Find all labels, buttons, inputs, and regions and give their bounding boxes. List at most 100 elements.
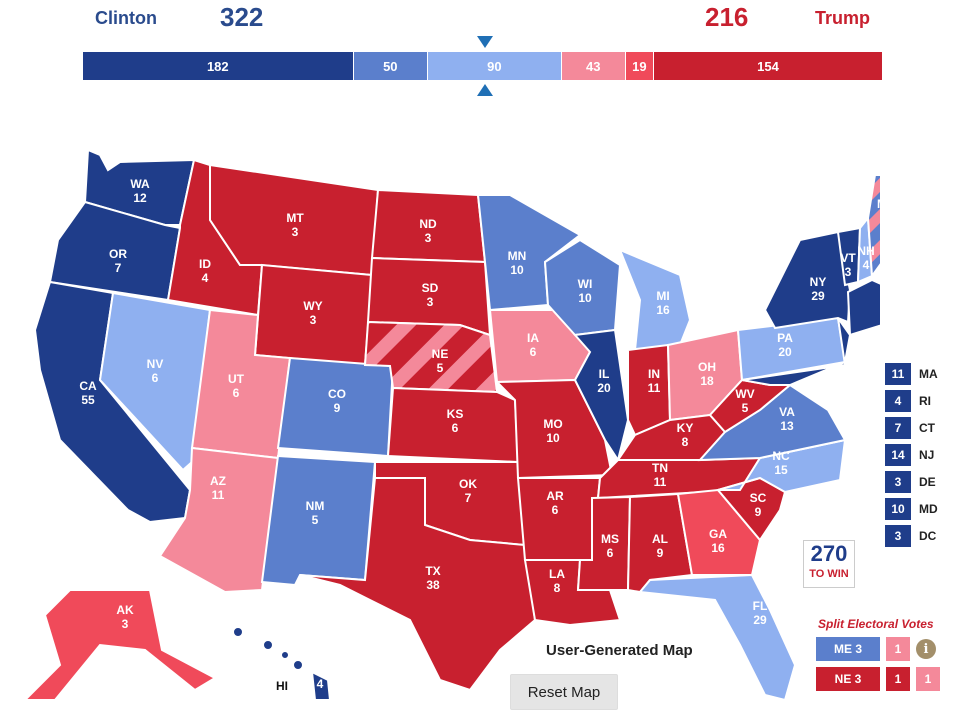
state-label-ev: 6 bbox=[233, 386, 240, 400]
state-label-abbr: CA bbox=[79, 379, 97, 393]
electoral-vote-bar: 182 50 90 43 19 154 bbox=[83, 52, 883, 80]
state-label-ev: 6 bbox=[452, 421, 459, 435]
us-electoral-map: WA12OR7CA55NV6ID4MT3WY3UT6AZ11CO9NM5ND3S… bbox=[22, 148, 880, 702]
state-nm[interactable] bbox=[260, 454, 377, 587]
state-ny[interactable] bbox=[763, 230, 852, 330]
state-ga[interactable] bbox=[676, 488, 762, 576]
state-label-abbr: AK bbox=[116, 603, 134, 617]
state-label-abbr: KS bbox=[447, 407, 464, 421]
state-label-abbr: AL bbox=[652, 532, 668, 546]
mid-atlantic-small-states[interactable] bbox=[741, 317, 852, 386]
state-label-abbr: IL bbox=[599, 367, 610, 381]
state-label-abbr: MI bbox=[656, 289, 669, 303]
small-state-abbr: MD bbox=[919, 502, 938, 516]
state-label-abbr: NV bbox=[147, 357, 164, 371]
reset-map-button[interactable]: Reset Map bbox=[510, 674, 618, 710]
new-england-small-states[interactable] bbox=[846, 278, 880, 337]
small-state-row[interactable]: 7 CT bbox=[885, 417, 938, 439]
state-label-abbr: GA bbox=[709, 527, 727, 541]
state-label-abbr: SD bbox=[422, 281, 439, 295]
clinton-name: Clinton bbox=[95, 8, 157, 28]
state-label-abbr: ME bbox=[877, 197, 880, 211]
state-label-ev: 16 bbox=[711, 541, 725, 555]
state-az[interactable] bbox=[158, 446, 280, 594]
state-label-abbr: TX bbox=[425, 564, 440, 578]
state-label-ev: 3 bbox=[122, 617, 129, 631]
state-label-ev: 38 bbox=[426, 578, 440, 592]
small-state-row[interactable]: 4 RI bbox=[885, 390, 938, 412]
state-label-ev: 15 bbox=[774, 463, 788, 477]
state-fl[interactable] bbox=[638, 573, 797, 702]
ne-district-1[interactable]: 1 bbox=[886, 667, 910, 691]
small-state-row[interactable]: 10 MD bbox=[885, 498, 938, 520]
state-label-abbr: MS bbox=[601, 532, 619, 546]
me-split-button[interactable]: ME 3 bbox=[816, 637, 880, 661]
small-state-row[interactable]: 11 MA bbox=[885, 363, 938, 385]
state-label-abbr: NH bbox=[857, 244, 874, 258]
small-state-row[interactable]: 3 DE bbox=[885, 471, 938, 493]
state-label-abbr: WY bbox=[303, 299, 322, 313]
small-state-row[interactable]: 3 DC bbox=[885, 525, 938, 547]
split-row-me: ME 3 1 i bbox=[816, 637, 946, 661]
state-label-ev: 10 bbox=[546, 431, 560, 445]
small-state-ev: 14 bbox=[885, 444, 911, 466]
state-label-ev: 6 bbox=[607, 546, 614, 560]
me-district-1[interactable]: 1 bbox=[886, 637, 910, 661]
state-il[interactable] bbox=[572, 328, 630, 463]
logo-number: 270 bbox=[810, 541, 848, 566]
state-label-abbr: PA bbox=[777, 331, 793, 345]
split-electoral-votes-panel: Split Electoral Votes ME 3 1 i NE 3 1 1 bbox=[816, 617, 946, 697]
state-label-ev: 8 bbox=[682, 435, 689, 449]
state-label-abbr: HI bbox=[276, 679, 288, 693]
state-label-abbr: NC bbox=[772, 449, 790, 463]
state-me[interactable] bbox=[866, 174, 880, 279]
state-label-ev: 7 bbox=[465, 491, 472, 505]
state-label-ev: 55 bbox=[81, 393, 95, 407]
state-label-abbr: KY bbox=[677, 421, 694, 435]
state-label-ev: 13 bbox=[780, 419, 794, 433]
user-generated-map-label: User-Generated Map bbox=[546, 642, 693, 659]
info-icon[interactable]: i bbox=[916, 639, 936, 659]
threshold-marker-bottom-icon bbox=[477, 84, 493, 96]
state-label-ev: 3 bbox=[425, 231, 432, 245]
state-label-abbr: MT bbox=[286, 211, 304, 225]
state-label-ev: 4 bbox=[317, 677, 324, 691]
ne-split-button[interactable]: NE 3 bbox=[816, 667, 880, 691]
small-state-row[interactable]: 14 NJ bbox=[885, 444, 938, 466]
state-label-abbr: WV bbox=[735, 387, 754, 401]
small-states-legend: 11 MA 4 RI 7 CT 14 NJ 3 DE 10 MD 3 DC bbox=[885, 363, 938, 552]
clinton-electoral-votes: 322 bbox=[220, 2, 264, 32]
bar-segment-lean-r: 43 bbox=[561, 52, 626, 80]
split-row-ne: NE 3 1 1 bbox=[816, 667, 946, 691]
state-hi[interactable] bbox=[232, 626, 332, 701]
state-label-ev: 9 bbox=[755, 505, 762, 519]
bar-segment-lean-d: 90 bbox=[427, 52, 562, 80]
trump-name: Trump bbox=[815, 8, 871, 28]
state-mi[interactable] bbox=[618, 248, 692, 352]
state-label-ev: 20 bbox=[597, 381, 611, 395]
state-labels: WA12OR7CA55NV6ID4MT3WY3UT6AZ11CO9NM5ND3S… bbox=[79, 177, 880, 693]
trump-electoral-votes: 216 bbox=[705, 2, 749, 32]
state-label-ev: 6 bbox=[152, 371, 159, 385]
split-votes-title: Split Electoral Votes bbox=[818, 617, 934, 631]
state-ak[interactable] bbox=[22, 589, 218, 701]
state-label-ev: 5 bbox=[437, 361, 444, 375]
state-label-ev: 20 bbox=[778, 345, 792, 359]
state-label-ev: 9 bbox=[334, 401, 341, 415]
ne-district-2[interactable]: 1 bbox=[916, 667, 940, 691]
small-state-abbr: RI bbox=[919, 394, 931, 408]
state-label-abbr: ID bbox=[199, 257, 211, 271]
state-label-ev: 6 bbox=[530, 345, 537, 359]
state-label-abbr: OK bbox=[459, 477, 477, 491]
270towin-logo[interactable]: 270 TO WIN bbox=[803, 540, 855, 588]
bar-segment-safe-d: 182 bbox=[83, 52, 354, 80]
small-state-ev: 4 bbox=[885, 390, 911, 412]
state-label-ev: 10 bbox=[578, 291, 592, 305]
state-label-ev: 29 bbox=[811, 289, 825, 303]
state-nv[interactable] bbox=[98, 291, 212, 472]
state-tx[interactable] bbox=[299, 477, 537, 692]
state-label-ev: 5 bbox=[742, 401, 749, 415]
state-label-ev: 11 bbox=[212, 488, 225, 502]
small-state-ev: 10 bbox=[885, 498, 911, 520]
state-label-ev: 18 bbox=[700, 374, 714, 388]
